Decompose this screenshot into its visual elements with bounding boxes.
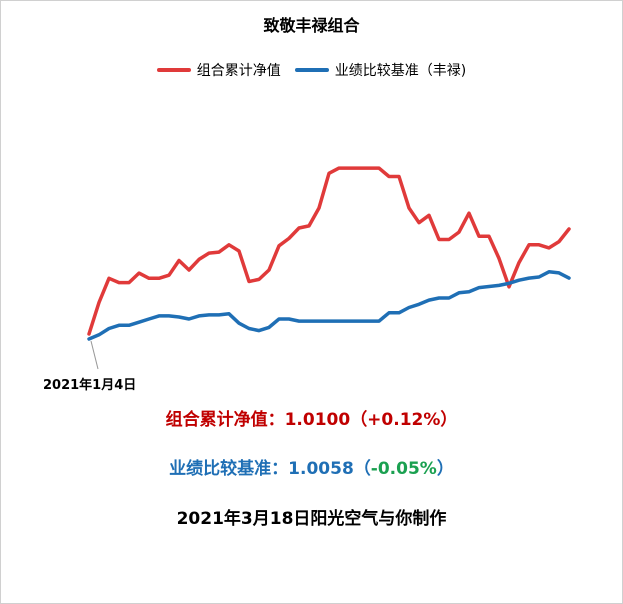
bench-value: 1.0058: [288, 459, 354, 479]
legend-label-benchmark: 业绩比较基准（丰禄): [334, 63, 467, 79]
bench-label: 业绩比较基准：: [169, 459, 289, 479]
legend-item-benchmark: 业绩比较基准（丰禄): [294, 60, 467, 80]
legend: 组合累计净值 业绩比较基准（丰禄): [1, 60, 622, 80]
start-leader-line: [90, 340, 99, 370]
bench-paren-close: ）: [436, 459, 454, 479]
footer-credit: 2021年3月18日阳光空气与你制作: [176, 509, 447, 529]
bench-change: -0.05%: [370, 459, 437, 479]
nav-value: 1.0100: [284, 410, 351, 430]
legend-swatch-benchmark: [294, 68, 329, 72]
benchmark-summary: 业绩比较基准：1.0058（-0.05%）: [1, 454, 622, 479]
legend-label-nav: 组合累计净值: [196, 63, 281, 79]
chart-title: 致敬丰禄组合: [263, 16, 360, 35]
legend-swatch-nav: [156, 68, 191, 72]
nav-line: [87, 166, 571, 336]
nav-summary: 组合累计净值：1.0100（+0.12%）: [1, 405, 622, 430]
nav-label: 组合累计净值：: [165, 410, 285, 430]
benchmark-line: [87, 270, 571, 341]
legend-item-nav: 组合累计净值: [156, 60, 281, 80]
nav-change: （+0.12%）: [350, 410, 458, 430]
bench-paren-open: （: [353, 459, 371, 479]
start-date-label: 2021年1月4日: [43, 378, 137, 393]
